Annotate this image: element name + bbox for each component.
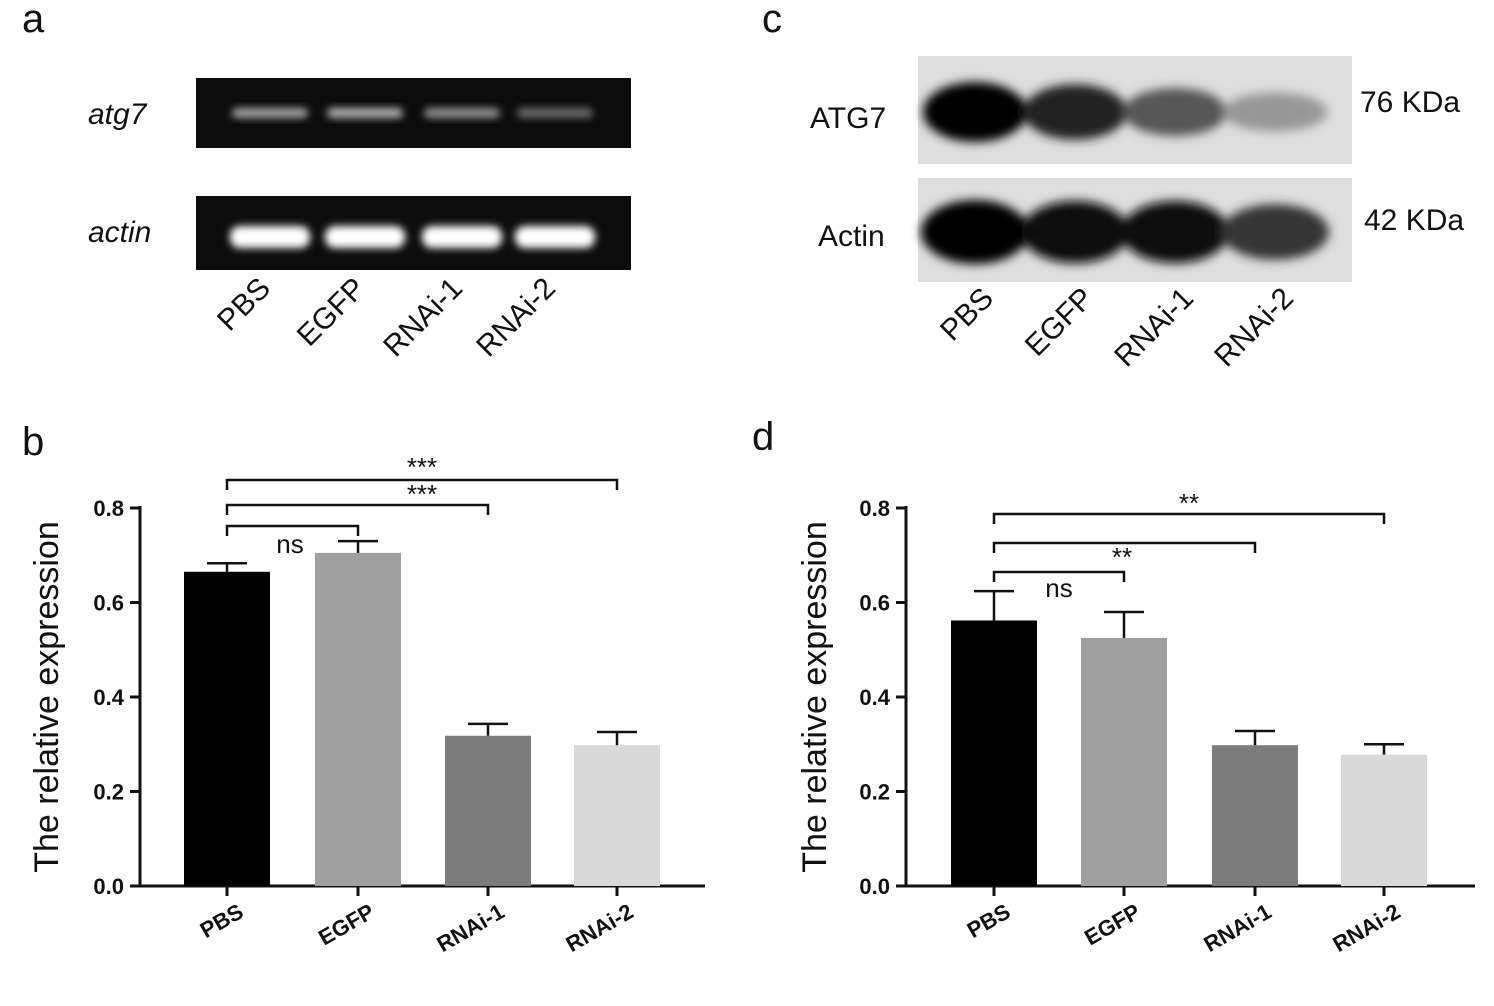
panel-d-bar-chart: 0.0 0.2 0.4 0.6 0.8 The relative expression PB… bbox=[796, 488, 1475, 957]
wb-row2-label: Actin bbox=[818, 220, 885, 253]
significance-bracket bbox=[225, 478, 619, 490]
wb-lane-label: RNAi-1 bbox=[1108, 282, 1200, 374]
significance-bracket bbox=[992, 541, 1257, 553]
wb-lane-label: RNAi-2 bbox=[1208, 282, 1300, 374]
gel-lane-label: EGFP bbox=[291, 272, 372, 353]
gel-row1-label: atg7 bbox=[88, 98, 148, 131]
significance-bracket bbox=[992, 570, 1126, 582]
wb-atg7-band bbox=[1123, 88, 1227, 136]
gel-lane-label: PBS bbox=[211, 272, 277, 338]
y-tick-label: 0.6 bbox=[93, 591, 124, 616]
gel-atg7-band bbox=[232, 108, 308, 118]
y-tick-label: 0.6 bbox=[859, 591, 890, 616]
gel-actin-band bbox=[230, 226, 310, 248]
gel-row2-label: actin bbox=[88, 216, 151, 249]
wb-row2-kda: 42 KDa bbox=[1364, 204, 1464, 237]
wb-actin-band bbox=[1221, 204, 1329, 260]
bar-pbs bbox=[951, 620, 1037, 886]
x-tick-label: RNAi-1 bbox=[1199, 899, 1275, 957]
bar-egfp bbox=[1081, 637, 1167, 886]
wb-lane-label: PBS bbox=[934, 282, 1000, 348]
significance-label: *** bbox=[407, 452, 437, 482]
wb-atg7-band bbox=[1223, 92, 1327, 132]
bar-pbs bbox=[184, 571, 270, 886]
x-tick-label: PBS bbox=[963, 899, 1015, 943]
gel-lane-label: RNAi-2 bbox=[470, 272, 562, 364]
gel-actin-band bbox=[325, 226, 405, 248]
panel-letter-a: a bbox=[22, 0, 45, 41]
wb-actin-band bbox=[921, 200, 1029, 264]
y-tick-label: 0.4 bbox=[859, 685, 890, 710]
x-tick-label: EGFP bbox=[1080, 899, 1144, 951]
bar-egfp bbox=[315, 552, 401, 886]
wb-actin-band bbox=[1121, 200, 1229, 264]
significance-bracket bbox=[225, 524, 360, 536]
bar-rnai-2 bbox=[574, 745, 660, 886]
x-tick-label: RNAi-1 bbox=[432, 899, 508, 957]
bar-rnai-2 bbox=[1341, 754, 1427, 886]
x-tick-label: EGFP bbox=[314, 899, 378, 951]
panel-b-bar-chart: 0.0 0.2 0.4 0.6 0.8 The relative expression PB… bbox=[28, 452, 705, 957]
panel-a-gel: atg7 actin PBS EGFP RNAi-1 RNAi-2 bbox=[88, 78, 631, 363]
significance-label: ns bbox=[276, 529, 303, 559]
panel-letter-d: d bbox=[752, 415, 774, 459]
significance-label: *** bbox=[407, 479, 437, 509]
bar-rnai-1 bbox=[1212, 745, 1298, 886]
gel-actin-band bbox=[515, 226, 595, 248]
wb-lane-label: EGFP bbox=[1019, 282, 1100, 363]
y-axis-label: The relative expression bbox=[796, 521, 834, 873]
gel-atg7-band bbox=[327, 108, 403, 118]
y-tick-label: 0.2 bbox=[859, 780, 890, 805]
significance-label: ** bbox=[1179, 488, 1199, 518]
y-tick-label: 0.0 bbox=[859, 874, 890, 899]
y-tick-label: 0.0 bbox=[93, 874, 124, 899]
gel-atg7-band bbox=[424, 108, 500, 118]
significance-label: ns bbox=[1045, 573, 1072, 603]
wb-row1-label: ATG7 bbox=[810, 102, 886, 135]
wb-atg7-band bbox=[923, 82, 1027, 142]
x-tick-label: RNAi-2 bbox=[1328, 899, 1404, 957]
y-tick-label: 0.4 bbox=[93, 685, 124, 710]
gel-atg7-band bbox=[517, 108, 593, 118]
y-tick-label: 0.2 bbox=[93, 780, 124, 805]
gel-lane-label: RNAi-1 bbox=[377, 272, 469, 364]
panel-letter-c: c bbox=[762, 0, 782, 41]
y-tick-label: 0.8 bbox=[93, 496, 124, 521]
significance-bracket bbox=[992, 512, 1386, 524]
y-tick-label: 0.8 bbox=[859, 496, 890, 521]
panel-letter-b: b bbox=[22, 420, 44, 464]
significance-bracket bbox=[225, 503, 490, 515]
panel-c-western-blot: ATG7 Actin 76 KDa 42 KDa PBS EGFP RNAi-1 RN… bbox=[810, 56, 1464, 373]
wb-actin-band bbox=[1021, 200, 1129, 264]
x-tick-label: RNAi-2 bbox=[561, 899, 637, 957]
wb-atg7-band bbox=[1023, 84, 1127, 140]
gel-actin-band bbox=[422, 226, 502, 248]
significance-label: ** bbox=[1112, 542, 1132, 572]
wb-row1-kda: 76 KDa bbox=[1360, 86, 1460, 119]
x-tick-label: PBS bbox=[196, 899, 248, 943]
bar-rnai-1 bbox=[445, 735, 531, 886]
y-axis-label: The relative expression bbox=[28, 521, 66, 873]
